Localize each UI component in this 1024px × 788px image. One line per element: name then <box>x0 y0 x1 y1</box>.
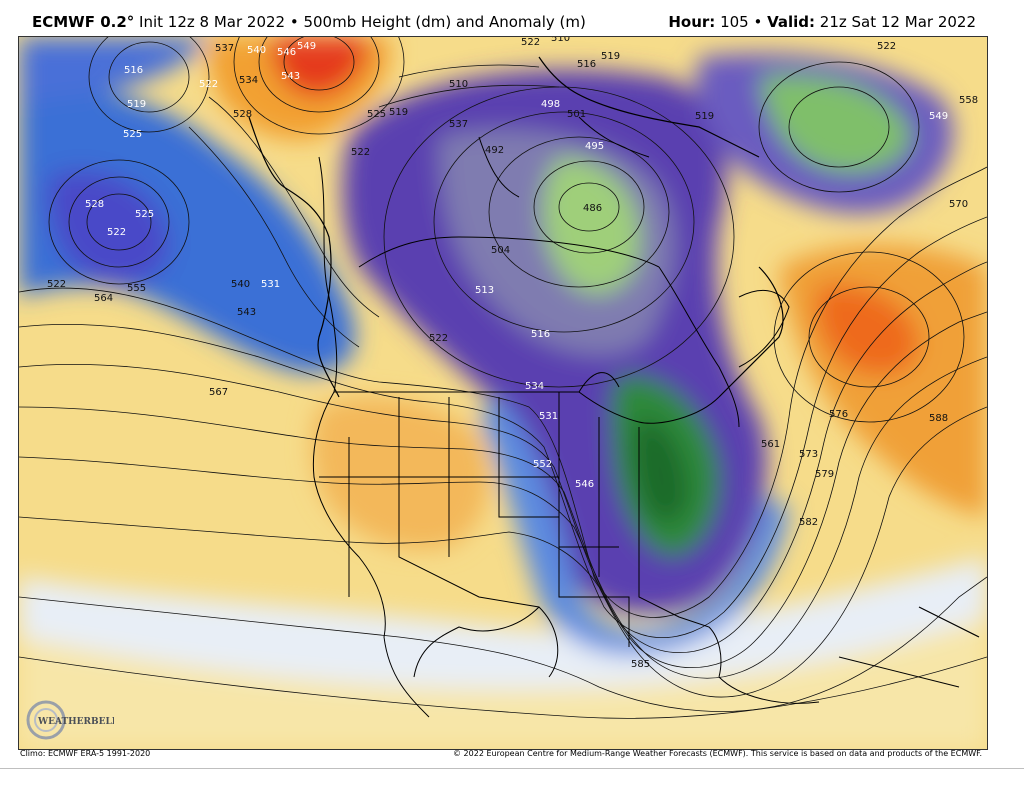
contour-label: 510 <box>551 37 570 44</box>
contour-label: 549 <box>929 111 948 122</box>
contour-label: 522 <box>107 227 126 238</box>
contour-label: 516 <box>577 59 596 70</box>
weatherbell-logo-mark: WEATHERBELL <box>26 700 119 740</box>
contour-label: 504 <box>491 245 510 256</box>
contour-label: 525 <box>123 129 142 140</box>
coastlines <box>248 56 980 638</box>
contour-label: 543 <box>281 71 300 82</box>
contour-labels: 549 540 546 543 537 534 528 516 519 525 … <box>47 37 978 670</box>
contour-label: 522 <box>521 37 540 48</box>
model-name: ECMWF 0.2 <box>32 13 127 31</box>
contour-label: 522 <box>877 41 896 52</box>
contour-label: 531 <box>539 411 558 422</box>
contour-label: 546 <box>575 479 594 490</box>
contour-label: 501 <box>567 109 586 120</box>
contour-label: 555 <box>127 283 146 294</box>
climo-note: Climo: ECMWF ERA-5 1991-2020 <box>20 749 151 758</box>
contour-label: 567 <box>209 387 228 398</box>
contour-label: 573 <box>799 449 818 460</box>
anomaly-map-svg: 549 540 546 543 537 534 528 516 519 525 … <box>19 37 987 749</box>
contour-label: 525 <box>367 109 386 120</box>
contour-label: 519 <box>601 51 620 62</box>
contour-label: 534 <box>239 75 258 86</box>
contour-label: 588 <box>929 413 948 424</box>
map-title: ECMWF 0.2° Init 12z 8 Mar 2022 • 500mb H… <box>32 13 586 31</box>
contour-label: 486 <box>583 203 602 214</box>
contour-label: 576 <box>829 409 848 420</box>
hour-label: Hour: <box>668 13 716 31</box>
contour-label: 495 <box>585 141 604 152</box>
contour-label: 525 <box>135 209 154 220</box>
contour-label: 534 <box>525 381 544 392</box>
contour-label: 510 <box>449 79 468 90</box>
contour-label: 552 <box>533 459 552 470</box>
contour-label: 522 <box>47 279 66 290</box>
contour-label: 522 <box>199 79 218 90</box>
degree-mark: ° <box>126 13 135 31</box>
contour-label: 582 <box>799 517 818 528</box>
valid-time: Hour: 105 • Valid: 21z Sat 12 Mar 2022 <box>668 13 976 31</box>
contour-label: 546 <box>277 47 296 58</box>
contour-label: 522 <box>429 333 448 344</box>
bottom-divider <box>0 768 1024 769</box>
political-borders <box>312 116 960 718</box>
contour-label: 516 <box>531 329 550 340</box>
contour-label: 540 <box>247 45 266 56</box>
contour-label: 537 <box>449 119 468 130</box>
contour-label: 528 <box>85 199 104 210</box>
contour-label: 528 <box>233 109 252 120</box>
init-text: Init 12z 8 Mar 2022 • 500mb Height (dm) … <box>134 13 586 31</box>
contour-label: 531 <box>261 279 280 290</box>
valid-value: 21z Sat 12 Mar 2022 <box>815 13 976 31</box>
copyright-note: © 2022 European Centre for Medium-Range … <box>453 749 982 758</box>
contour-label: 513 <box>475 285 494 296</box>
contour-label: 519 <box>389 107 408 118</box>
contour-label: 540 <box>231 279 250 290</box>
contour-label: 516 <box>124 65 143 76</box>
contour-label: 543 <box>237 307 256 318</box>
contour-label: 519 <box>695 111 714 122</box>
hour-value: 105 • <box>715 13 768 31</box>
contour-label: 564 <box>94 293 113 304</box>
contour-label: 558 <box>959 95 978 106</box>
contour-label: 561 <box>761 439 780 450</box>
contour-label: 549 <box>297 41 316 52</box>
height-contours <box>19 37 987 719</box>
contour-label: 579 <box>815 469 834 480</box>
contour-label: 498 <box>541 99 560 110</box>
valid-label: Valid: <box>767 13 816 31</box>
contour-label: 537 <box>215 43 234 54</box>
contour-label: 492 <box>485 145 504 156</box>
contour-label: 585 <box>631 659 650 670</box>
contour-label: 522 <box>351 147 370 158</box>
weatherbell-logo: WEATHERBELL <box>24 698 119 746</box>
contour-label: 570 <box>949 199 968 210</box>
weather-map: 549 540 546 543 537 534 528 516 519 525 … <box>18 36 988 750</box>
logo-text: WEATHERBELL <box>37 717 114 727</box>
contour-label: 519 <box>127 99 146 110</box>
